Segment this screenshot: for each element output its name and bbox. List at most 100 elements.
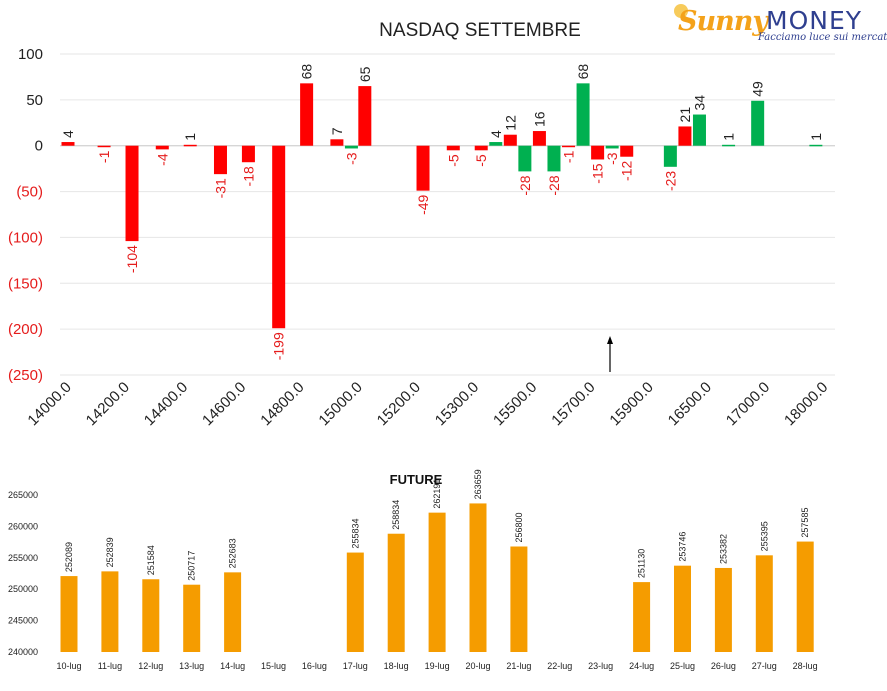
data-label: 16: [531, 111, 547, 127]
future-bar: [101, 571, 119, 652]
x-tick-label: 15300.0: [432, 379, 482, 429]
x-tick-label: 14600.0: [199, 379, 249, 429]
data-label: 68: [575, 64, 591, 80]
future-x-tick-label: 21-lug: [506, 661, 531, 671]
future-bar: [633, 582, 651, 652]
x-tick-label: 14000.0: [24, 379, 74, 429]
data-label: 21: [677, 107, 693, 123]
x-tick-label: 14800.0: [257, 379, 307, 429]
future-x-tick-label: 10-lug: [56, 661, 81, 671]
x-tick-label: 18000.0: [781, 379, 831, 429]
future-bar: [387, 533, 405, 652]
future-x-tick-label: 12-lug: [138, 661, 163, 671]
future-x-tick-label: 22-lug: [547, 661, 572, 671]
bar: [751, 100, 765, 146]
bar: [125, 145, 139, 242]
brand-logo: Sunny MONEY Facciamo luce sui mercati: [674, 4, 887, 44]
future-bar: [142, 579, 160, 652]
future-data-labels: 252089 252839 251584 250717 252683 255834 2588…: [64, 469, 810, 580]
future-x-tick-label: 13-lug: [179, 661, 204, 671]
bar: [446, 145, 460, 151]
data-label: -1: [96, 150, 112, 163]
data-label: -1: [561, 150, 577, 163]
bar: [678, 126, 692, 146]
y-tick-label: (200): [8, 321, 43, 338]
bar: [241, 145, 255, 163]
bar: [809, 144, 823, 147]
future-chart-title: FUTURE: [390, 472, 443, 487]
future-data-label: 250717: [187, 551, 197, 581]
data-label: -5: [473, 154, 489, 167]
future-data-label: 252089: [64, 542, 74, 572]
bar: [416, 145, 430, 191]
data-label: -15: [590, 163, 606, 183]
bar: [605, 145, 619, 149]
x-tick-label: 14200.0: [83, 379, 133, 429]
data-label: 49: [750, 81, 766, 97]
x-tick-label: 14400.0: [141, 379, 191, 429]
bar: [474, 145, 488, 151]
x-tick-label: 17000.0: [723, 379, 773, 429]
data-label: 4: [488, 130, 504, 138]
data-label: 4: [60, 130, 76, 138]
y-tick-label: 100: [18, 46, 43, 63]
data-label: 34: [691, 95, 707, 111]
y-tick-label: 50: [26, 92, 43, 109]
future-bar: [428, 512, 446, 652]
future-x-tick-label: 16-lug: [302, 661, 327, 671]
y-tick-label: (100): [8, 229, 43, 246]
data-label: 1: [182, 133, 198, 141]
future-y-tick-label: 245000: [8, 616, 38, 626]
future-data-label: 258834: [391, 500, 401, 530]
future-data-label: 252683: [228, 538, 238, 568]
future-x-tick-label: 28-lug: [793, 661, 818, 671]
chart-title: NASDAQ SETTEMBRE: [379, 20, 581, 41]
y-tick-label: (150): [8, 275, 43, 292]
gridlines: [60, 53, 835, 376]
x-axis-ticks: 14000.0 14200.0 14400.0 14600.0 14800.0 15000…: [24, 379, 831, 429]
future-x-tick-label: 27-lug: [752, 661, 777, 671]
bar: [330, 139, 344, 146]
future-data-label: 253746: [678, 532, 688, 562]
bars: [61, 83, 823, 329]
future-x-tick-label: 25-lug: [670, 661, 695, 671]
x-tick-label: 16500.0: [665, 379, 715, 429]
arrow-annotation: [607, 336, 613, 372]
future-x-axis-ticks: 10-lug 11-lug 12-lug 13-lug 14-lug 15-lug 16-l…: [56, 661, 817, 671]
future-bar: [346, 552, 364, 652]
future-x-tick-label: 26-lug: [711, 661, 736, 671]
future-bar: [714, 567, 732, 652]
bar: [722, 144, 736, 147]
future-y-axis-ticks: 265000 260000 255000 250000 245000 240000: [8, 490, 38, 657]
bar: [663, 145, 677, 167]
future-x-tick-label: 11-lug: [98, 661, 122, 671]
bar: [576, 83, 590, 146]
bar: [562, 145, 576, 148]
bar: [692, 114, 706, 146]
y-axis-ticks: 100 50 0 (50) (100) (150) (200) (250): [8, 46, 43, 384]
bar: [344, 145, 358, 149]
bar: [61, 142, 75, 146]
future-data-label: 253382: [718, 534, 728, 564]
future-data-label: 251584: [146, 545, 156, 575]
data-label: -23: [662, 171, 678, 191]
x-tick-label: 15000.0: [315, 379, 365, 429]
future-bar: [796, 541, 814, 652]
data-label: 12: [502, 115, 518, 131]
future-data-label: 251130: [637, 549, 647, 578]
future-x-tick-label: 24-lug: [629, 661, 654, 671]
bar: [155, 145, 169, 150]
future-x-tick-label: 19-lug: [425, 661, 450, 671]
future-y-tick-label: 265000: [8, 490, 38, 500]
future-x-tick-label: 15-lug: [261, 661, 286, 671]
bar: [532, 131, 546, 146]
bar: [620, 145, 634, 157]
x-tick-label: 15700.0: [548, 379, 598, 429]
future-x-tick-label: 14-lug: [220, 661, 245, 671]
data-label: 7: [329, 127, 345, 135]
data-label: 1: [721, 133, 737, 141]
bar: [358, 86, 372, 146]
future-bar: [674, 565, 691, 652]
future-data-label: 256800: [514, 512, 524, 542]
